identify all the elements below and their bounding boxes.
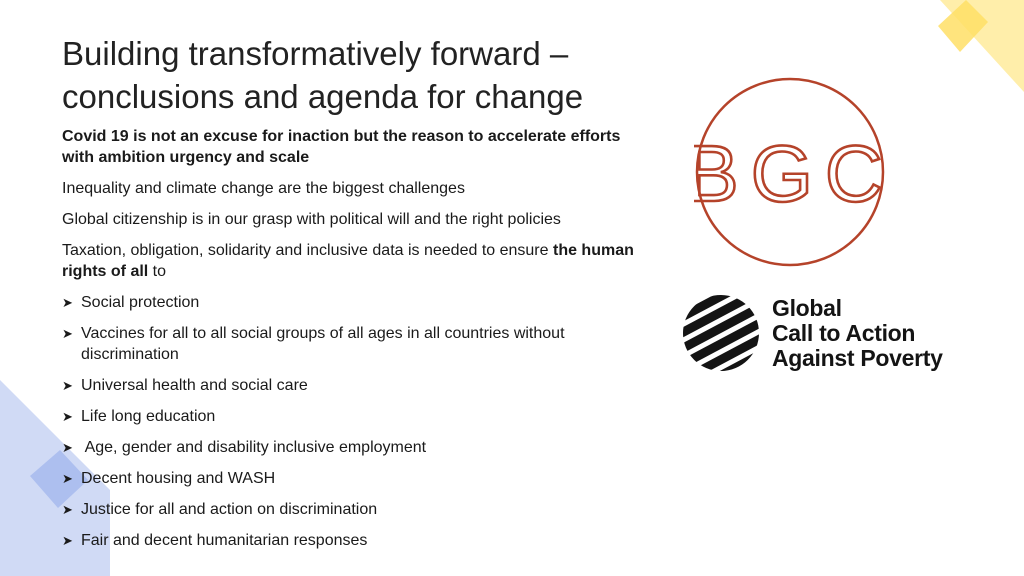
- slide-title: Building transformatively forward – conc…: [62, 32, 662, 118]
- arrow-bullet-icon: ➤: [62, 378, 73, 393]
- arrow-bullet-icon: ➤: [62, 440, 73, 455]
- bullet-text: Decent housing and WASH: [81, 470, 276, 487]
- paragraph-inequality: Inequality and climate change are the bi…: [62, 180, 465, 197]
- bullet-text: Age, gender and disability inclusive emp…: [81, 439, 427, 456]
- gcap-logo-line-2: Call to Action: [772, 320, 916, 346]
- arrow-bullet-icon: ➤: [62, 502, 73, 517]
- paragraph-citizenship: Global citizenship is in our grasp with …: [62, 211, 561, 228]
- bullet-item: ➤ Decent housing and WASH: [62, 468, 652, 489]
- bullet-item: ➤ Social protection: [62, 292, 652, 313]
- bullet-item: ➤ Justice for all and action on discrimin…: [62, 499, 652, 520]
- bullet-text: Fair and decent humanitarian responses: [81, 532, 368, 549]
- gcap-logo-line-3: Against Poverty: [772, 345, 943, 371]
- bullet-text: Universal health and social care: [81, 377, 308, 394]
- bottom-left-decoration: [0, 380, 110, 576]
- taxation-text: Taxation, obligation, solidarity and inc…: [62, 242, 553, 259]
- bullet-text: Justice for all and action on discrimina…: [81, 501, 378, 518]
- paragraph-taxation: Taxation, obligation, solidarity and inc…: [62, 240, 652, 282]
- bullet-text: Life long education: [81, 408, 216, 425]
- paragraph-covid: Covid 19 is not an excuse for inaction b…: [62, 128, 621, 166]
- arrow-bullet-icon: ➤: [62, 533, 73, 548]
- bullet-item: ➤ Fair and decent humanitarian responses: [62, 530, 652, 551]
- arrow-bullet-icon: ➤: [62, 409, 73, 424]
- arrow-bullet-icon: ➤: [62, 471, 73, 486]
- taxation-bold-text: the human rights of all: [62, 242, 634, 280]
- title-line-2: conclusions and agenda for change: [62, 78, 584, 115]
- gcap-globe-icon: [682, 294, 760, 372]
- title-line-1: Building transformatively forward –: [62, 35, 569, 72]
- arrow-bullet-icon: ➤: [62, 295, 73, 310]
- gcap-logo: Global Call to Action Against Poverty: [682, 293, 982, 375]
- slide-body: Covid 19 is not an excuse for inaction b…: [62, 126, 652, 561]
- bullet-item: ➤ Life long education: [62, 406, 652, 427]
- top-right-decoration: [938, 0, 1024, 92]
- bullet-text: Social protection: [81, 294, 200, 311]
- arrow-bullet-icon: ➤: [62, 326, 73, 341]
- bullet-text: Vaccines for all to all social groups of…: [81, 325, 565, 363]
- bullet-item: ➤ Universal health and social care: [62, 375, 652, 396]
- bgc-logo-text: BGC: [694, 129, 886, 218]
- taxation-tail-text: to: [148, 263, 167, 280]
- bullet-item: ➤ Age, gender and disability inclusive e…: [62, 437, 652, 458]
- bgc-logo: BGC: [694, 77, 886, 267]
- gcap-logo-line-1: Global: [772, 295, 842, 321]
- bullet-item: ➤ Vaccines for all to all social groups o…: [62, 323, 652, 365]
